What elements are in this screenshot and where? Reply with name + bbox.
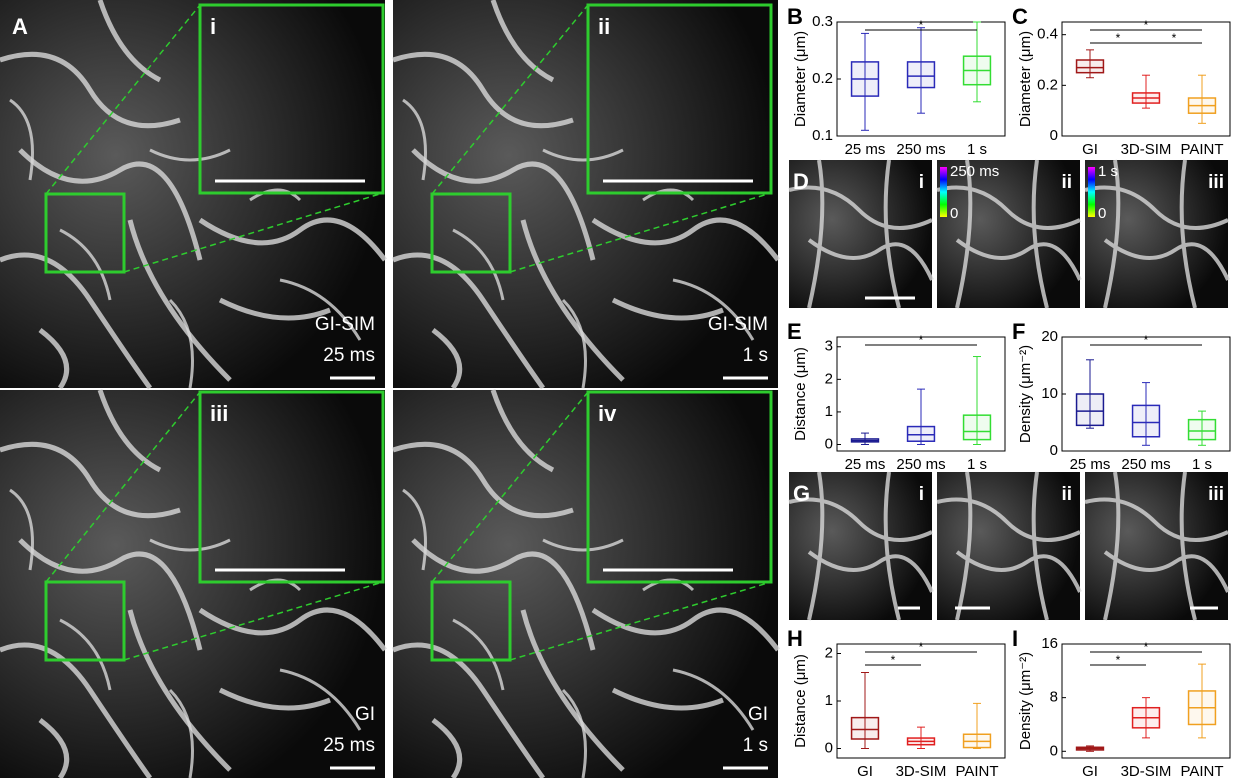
- colorbar: [1088, 167, 1095, 217]
- x-tick-label: 25 ms: [845, 141, 886, 158]
- colorbar-label: 0: [950, 205, 958, 222]
- image-panel: [789, 472, 1228, 620]
- panel-label: D: [793, 169, 809, 194]
- box: [1133, 405, 1160, 436]
- significance-label: *: [919, 333, 924, 347]
- image-label: iii: [1208, 172, 1224, 193]
- significance-label: *: [1144, 640, 1149, 654]
- box: [1189, 420, 1216, 440]
- figure: A i ii iii iv GI-SIM 25 ms GI-SIM 1 s GI…: [0, 0, 1237, 778]
- method-label: GI-SIM: [315, 314, 375, 335]
- image-label: ii: [1061, 484, 1072, 505]
- significance-label: *: [1144, 18, 1149, 32]
- panel-label: G: [793, 481, 810, 506]
- y-tick-label: 0.2: [1037, 76, 1058, 93]
- box: [964, 415, 991, 439]
- x-tick-label: 1 s: [1192, 456, 1212, 473]
- inset-label: ii: [598, 14, 610, 39]
- y-tick-label: 0.1: [812, 127, 833, 144]
- x-tick-label: 1 s: [967, 141, 987, 158]
- significance-label: *: [919, 18, 924, 32]
- panel-label: E: [787, 319, 802, 344]
- x-tick-label: 250 ms: [896, 141, 945, 158]
- box: [852, 718, 879, 739]
- inset-label: iii: [210, 401, 228, 426]
- x-tick-label: 25 ms: [845, 456, 886, 473]
- x-tick-label: GI: [1082, 763, 1098, 778]
- box: [908, 62, 935, 88]
- y-tick-label: 16: [1041, 635, 1058, 652]
- box: [1077, 60, 1104, 73]
- y-axis-label: Distance (μm): [792, 347, 809, 441]
- x-tick-label: 3D-SIM: [1121, 141, 1172, 158]
- y-tick-label: 0.2: [812, 70, 833, 87]
- x-tick-label: 25 ms: [1070, 456, 1111, 473]
- image-label: i: [919, 484, 924, 505]
- image-panel: [789, 160, 1228, 308]
- y-tick-label: 8: [1050, 689, 1058, 706]
- significance-label: *: [919, 640, 924, 654]
- y-axis-label: Density (μm⁻²): [1017, 652, 1034, 750]
- y-tick-label: 1: [825, 692, 833, 709]
- y-tick-label: 2: [825, 370, 833, 387]
- colorbar-label: 1 s: [1098, 163, 1118, 180]
- y-axis-label: Diameter (μm): [1017, 31, 1034, 127]
- x-tick-label: 250 ms: [1121, 456, 1170, 473]
- y-tick-label: 10: [1041, 385, 1058, 402]
- x-tick-label: GI: [1082, 141, 1098, 158]
- y-tick-label: 20: [1041, 328, 1058, 345]
- y-tick-label: 1: [825, 403, 833, 420]
- x-tick-label: 1 s: [967, 456, 987, 473]
- significance-label: *: [891, 653, 896, 667]
- panel-label: H: [787, 626, 803, 651]
- image-label: ii: [1061, 172, 1072, 193]
- panel-label: B: [787, 4, 803, 29]
- significance-label: *: [1116, 31, 1121, 45]
- y-tick-label: 0.3: [812, 13, 833, 30]
- x-tick-label: 3D-SIM: [1121, 763, 1172, 778]
- significance-label: *: [1116, 653, 1121, 667]
- box: [908, 427, 935, 442]
- image-label: iii: [1208, 484, 1224, 505]
- y-tick-label: 0: [1050, 127, 1058, 144]
- x-tick-label: PAINT: [955, 763, 998, 778]
- box: [1077, 394, 1104, 425]
- y-axis-label: Diameter (μm): [792, 31, 809, 127]
- method-label: GI-SIM: [708, 314, 768, 335]
- y-tick-label: 0: [825, 739, 833, 756]
- time-label: 1 s: [743, 735, 768, 756]
- y-tick-label: 2: [825, 644, 833, 661]
- time-label: 1 s: [743, 345, 768, 366]
- significance-label: *: [1172, 31, 1177, 45]
- y-tick-label: 0: [825, 435, 833, 452]
- significance-label: *: [1144, 333, 1149, 347]
- x-tick-label: 3D-SIM: [896, 763, 947, 778]
- x-tick-label: 250 ms: [896, 456, 945, 473]
- panel-label: F: [1012, 319, 1025, 344]
- method-label: GI: [355, 704, 375, 725]
- image-label: i: [919, 172, 924, 193]
- inset-label: i: [210, 14, 216, 39]
- colorbar-label: 250 ms: [950, 163, 999, 180]
- y-tick-label: 0: [1050, 442, 1058, 459]
- y-axis-label: Distance (μm): [792, 654, 809, 748]
- colorbar-label: 0: [1098, 205, 1106, 222]
- colorbar: [940, 167, 947, 217]
- method-label: GI: [748, 704, 768, 725]
- time-label: 25 ms: [323, 735, 375, 756]
- x-tick-label: PAINT: [1180, 763, 1223, 778]
- x-tick-label: PAINT: [1180, 141, 1223, 158]
- panel-label: C: [1012, 4, 1028, 29]
- y-tick-label: 0: [1050, 742, 1058, 759]
- time-label: 25 ms: [323, 345, 375, 366]
- x-tick-label: GI: [857, 763, 873, 778]
- panel-label: A: [12, 14, 28, 39]
- y-axis-label: Density (μm⁻²): [1017, 345, 1034, 443]
- panel-label: I: [1012, 626, 1018, 651]
- y-tick-label: 3: [825, 338, 833, 355]
- y-tick-label: 0.4: [1037, 26, 1058, 43]
- inset-label: iv: [598, 401, 617, 426]
